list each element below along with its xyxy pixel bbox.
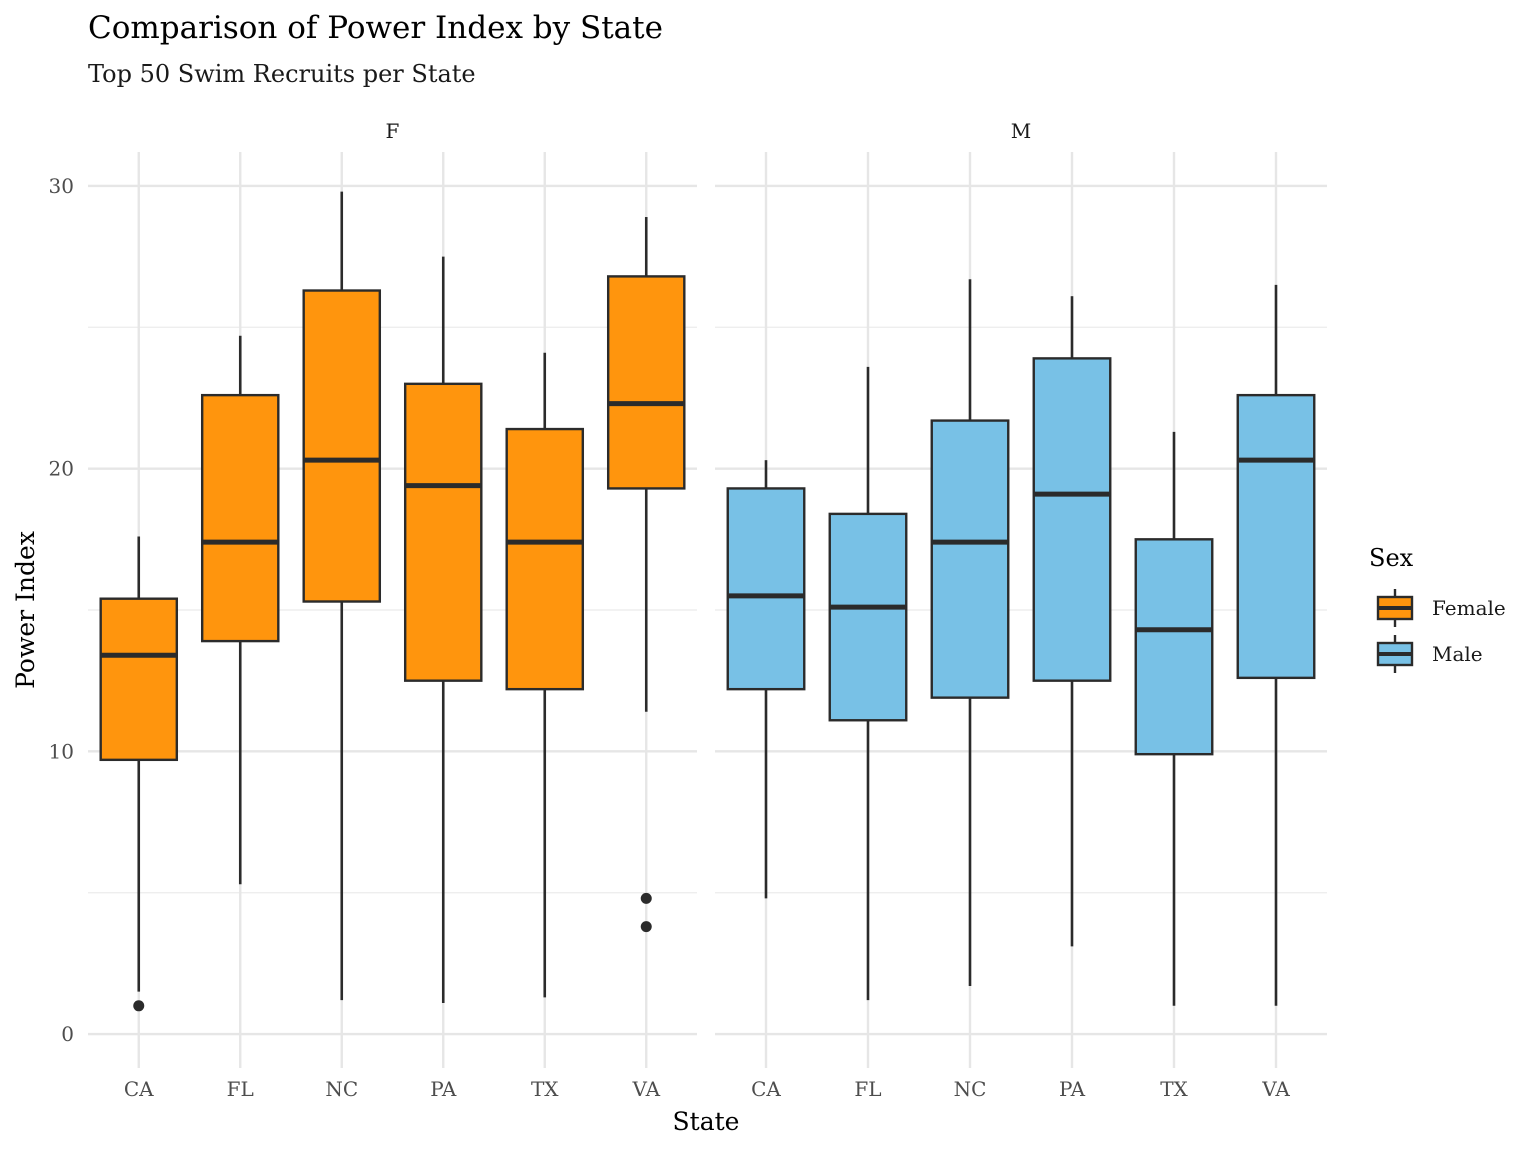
x-tick-label-m: NC (954, 1077, 987, 1101)
x-tick-label-f: VA (631, 1077, 660, 1101)
x-tick-label-f: CA (124, 1077, 154, 1101)
x-tick-label-f: FL (227, 1077, 254, 1101)
x-tick-label-m: VA (1261, 1077, 1290, 1101)
box-m-va (1236, 393, 1316, 680)
box-f-fl (200, 393, 280, 643)
y-tick-label: 0 (61, 1022, 74, 1046)
box-m-fl (828, 512, 908, 722)
facet-strip-label-f: F (386, 119, 400, 143)
x-tick-label-m: TX (1160, 1077, 1188, 1101)
outlier-point-f-ca (133, 1000, 145, 1012)
x-axis-title: State (673, 1107, 740, 1136)
x-tick-label-m: FL (854, 1077, 881, 1101)
box-m-tx (1134, 538, 1214, 756)
chart-title: Comparison of Power Index by State (88, 10, 663, 46)
box-f-ca (99, 597, 179, 762)
y-tick-label: 10 (49, 739, 74, 763)
box-f-va (606, 275, 686, 490)
box-f-tx (505, 427, 585, 691)
box-m-ca (726, 487, 806, 691)
outlier-point-f-va (640, 892, 652, 904)
facet-strip-label-m: M (1011, 119, 1031, 143)
x-tick-label-m: PA (1059, 1077, 1086, 1101)
x-tick-label-f: TX (531, 1077, 559, 1101)
box-m-nc (930, 419, 1010, 699)
y-axis-title: Power Index (11, 531, 40, 689)
chart-subtitle: Top 50 Swim Recruits per State (88, 60, 476, 88)
x-tick-label-f: PA (430, 1077, 457, 1101)
box-f-pa (403, 382, 483, 682)
y-tick-label: 20 (49, 457, 74, 481)
x-tick-label-m: CA (751, 1077, 781, 1101)
legend-title: Sex (1369, 544, 1414, 572)
legend-label-male: Male (1432, 642, 1483, 666)
x-tick-label-f: NC (325, 1077, 358, 1101)
outlier-point-f-va (640, 921, 652, 933)
legend-label-female: Female (1432, 596, 1506, 620)
y-tick-label: 30 (49, 174, 74, 198)
box-m-pa (1032, 357, 1112, 682)
box-f-nc (302, 289, 382, 603)
